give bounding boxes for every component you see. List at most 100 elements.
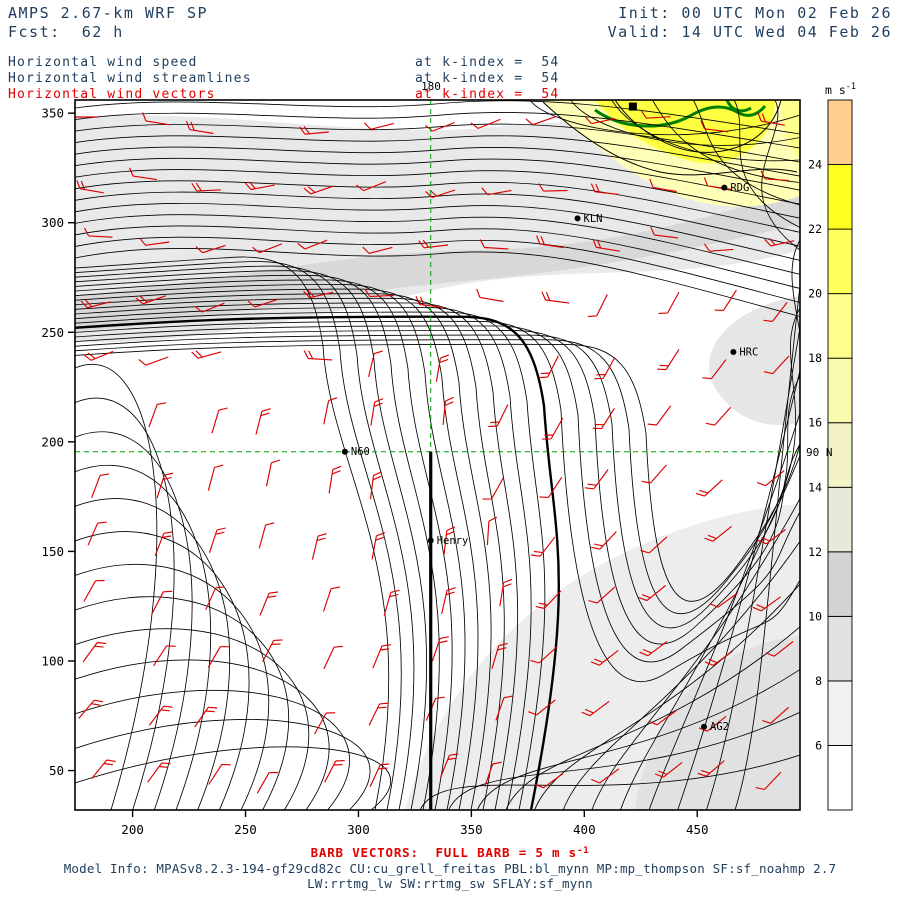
wind-barb bbox=[370, 398, 384, 426]
wind-barb bbox=[592, 407, 615, 430]
wind-barb bbox=[425, 121, 456, 132]
wind-barb bbox=[763, 302, 788, 322]
wind-barb bbox=[587, 294, 608, 318]
wind-barb bbox=[435, 354, 450, 382]
wind-barb bbox=[208, 527, 226, 553]
streamline bbox=[75, 157, 800, 205]
wind-barb bbox=[314, 712, 336, 735]
wind-barb bbox=[752, 596, 781, 612]
wind-barb bbox=[714, 289, 737, 311]
streamline bbox=[505, 626, 800, 810]
wind-barb bbox=[536, 235, 564, 249]
model-info-line2: LW:rrtmg_lw SW:rrtmg_sw SFLAY:sf_mynn bbox=[307, 876, 593, 891]
green-contour-1 bbox=[594, 105, 767, 128]
wind-barb bbox=[649, 178, 677, 193]
y-tick-label: 250 bbox=[41, 325, 64, 340]
wind-barb bbox=[639, 640, 668, 657]
streamline bbox=[75, 315, 560, 810]
wind-barb bbox=[541, 291, 570, 304]
streamline bbox=[652, 100, 800, 183]
colorbar-segment bbox=[827, 99, 853, 165]
y-tick-label: 50 bbox=[49, 763, 64, 778]
wind-barb bbox=[252, 243, 283, 254]
wind-barb bbox=[592, 238, 620, 252]
wind-barb bbox=[262, 639, 283, 662]
wind-barb bbox=[531, 536, 556, 557]
wind-barb bbox=[479, 239, 509, 250]
wind-barb bbox=[148, 705, 173, 726]
streamline bbox=[75, 531, 250, 810]
wind-barb bbox=[640, 536, 668, 554]
colorbar-tick-label: 12 bbox=[808, 545, 822, 559]
model-title: AMPS 2.67-km WRF SP bbox=[8, 4, 209, 22]
wind-barb bbox=[205, 586, 225, 610]
streamline bbox=[75, 363, 158, 810]
streamline bbox=[75, 248, 800, 317]
streamline bbox=[591, 498, 800, 810]
streamline bbox=[75, 498, 231, 810]
wind-barb bbox=[658, 291, 680, 314]
streamline bbox=[75, 465, 212, 810]
wind-barb bbox=[584, 469, 609, 490]
field-wind-vectors-label: Horizontal wind vectors bbox=[8, 87, 216, 102]
wind-barb bbox=[139, 237, 170, 246]
wind-barb bbox=[328, 465, 342, 494]
wind-barb bbox=[641, 464, 667, 484]
wind-barb bbox=[757, 529, 786, 545]
wind-barb bbox=[324, 760, 345, 783]
streamline bbox=[75, 689, 350, 810]
wind-barb bbox=[709, 592, 738, 608]
wind-barb bbox=[484, 761, 502, 787]
streamline bbox=[75, 307, 800, 614]
streamline bbox=[75, 564, 270, 810]
streamline bbox=[562, 541, 800, 810]
wind-barb bbox=[364, 288, 394, 298]
wind-barb bbox=[82, 641, 107, 663]
wind-barb bbox=[591, 531, 617, 550]
colorbar-tick-label: 6 bbox=[815, 738, 822, 752]
streamline bbox=[75, 100, 800, 135]
wind-barb bbox=[442, 396, 454, 425]
wind-barb bbox=[83, 579, 105, 602]
wind-barb bbox=[259, 591, 279, 616]
wind-barb bbox=[191, 182, 221, 192]
streamline bbox=[75, 293, 492, 810]
x-tick-label: 450 bbox=[686, 822, 709, 837]
wind-barb bbox=[704, 525, 732, 542]
streamline bbox=[75, 146, 800, 191]
wind-barb bbox=[147, 762, 171, 783]
wind-barb bbox=[705, 406, 732, 426]
wind-barb bbox=[764, 237, 795, 247]
station-label: AG2 bbox=[710, 721, 729, 733]
wind-barb bbox=[76, 180, 104, 194]
streamline bbox=[75, 279, 453, 810]
wind-barb bbox=[363, 122, 395, 130]
streamline bbox=[419, 754, 800, 810]
colorbar-segment bbox=[827, 680, 853, 746]
wind-barb bbox=[441, 587, 456, 614]
wind-barb bbox=[700, 120, 729, 133]
x-tick-label: 350 bbox=[460, 822, 483, 837]
wind-barb bbox=[654, 761, 683, 778]
streamline bbox=[75, 719, 371, 810]
streamline bbox=[75, 225, 800, 289]
streamline bbox=[75, 325, 800, 663]
wind-barb bbox=[539, 476, 563, 498]
streamline bbox=[75, 596, 290, 810]
wind-barb bbox=[757, 112, 785, 126]
wind-barb bbox=[154, 531, 173, 556]
colorbar-tick-label: 16 bbox=[808, 416, 822, 430]
station-dot bbox=[730, 349, 737, 356]
y-tick-label: 100 bbox=[41, 653, 64, 668]
wind-barb bbox=[538, 183, 568, 192]
wind-speed-yellow bbox=[595, 100, 775, 164]
wind-barb bbox=[153, 645, 176, 667]
colorbar-segment bbox=[827, 615, 853, 682]
station-dot bbox=[341, 448, 348, 455]
colorbar-tick-label: 24 bbox=[808, 158, 822, 172]
wind-barb bbox=[371, 532, 386, 560]
y-tick-label: 300 bbox=[41, 215, 64, 230]
wind-barb bbox=[83, 350, 114, 361]
wind-barb bbox=[588, 586, 616, 604]
